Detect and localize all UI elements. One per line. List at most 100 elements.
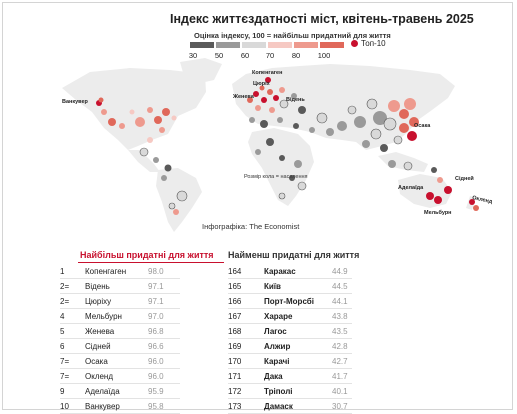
table-row: 7= Осака 96.0 (60, 354, 290, 369)
city-marker (153, 157, 159, 163)
table-row: 169 Алжир 42.8 (228, 339, 458, 354)
legend-tick: 50 (214, 51, 224, 60)
color-legend: 30 50 60 70 80 100 (189, 42, 344, 60)
legend-color-bar (190, 42, 344, 48)
city-marker (101, 109, 107, 115)
city-label-vancouver: Ванкувер (62, 99, 89, 105)
city-cell: Дамаск (264, 402, 293, 411)
row-divider (60, 338, 180, 339)
city-marker (108, 118, 116, 126)
world-map: Ванкувер Копенгаген Цюріх Женева Відень … (62, 58, 494, 232)
credit-line: Інфографіка: The Economist (202, 222, 300, 231)
score-cell: 97.1 (148, 282, 164, 291)
city-marker (434, 196, 442, 204)
worst-ranking-title: Найменш придатні для життя (228, 250, 360, 260)
city-cell: Дака (264, 372, 283, 381)
city-marker (289, 175, 295, 181)
city-marker (337, 121, 347, 131)
score-cell: 30.7 (332, 402, 348, 411)
city-label-vienna: Відень (286, 97, 305, 103)
city-label-geneva: Женева (232, 94, 255, 100)
row-divider (60, 278, 180, 279)
city-marker (162, 108, 170, 116)
city-cell: Лагос (264, 327, 287, 336)
africa-shape (248, 128, 314, 206)
infographic-frame (2, 2, 513, 410)
city-marker (173, 209, 179, 215)
city-marker (159, 127, 165, 133)
city-marker (431, 167, 437, 173)
row-divider (60, 293, 180, 294)
city-marker (273, 95, 279, 101)
rank-cell: 168 (228, 327, 242, 336)
city-marker (388, 160, 396, 168)
city-marker (393, 135, 403, 145)
city-marker (277, 117, 283, 123)
legend-swatch-5 (294, 42, 318, 48)
city-label-copenhagen: Копенгаген (252, 70, 282, 76)
city-marker (473, 205, 479, 211)
city-cell: Карачі (264, 357, 290, 366)
city-marker (171, 115, 177, 121)
score-cell: 95.8 (148, 402, 164, 411)
legend-swatch-6 (320, 42, 344, 48)
city-marker (261, 97, 267, 103)
score-cell: 96.0 (148, 372, 164, 381)
top10-legend: Топ-10 (351, 39, 386, 48)
city-marker (168, 202, 176, 210)
city-marker (259, 85, 265, 91)
city-cell: Окленд (85, 372, 114, 381)
central-america-shape (128, 150, 160, 172)
table-row: 2= Відень 97.1 (60, 279, 290, 294)
city-marker (98, 97, 104, 103)
city-cell: Женева (85, 327, 115, 336)
score-cell: 43.8 (332, 312, 348, 321)
city-marker (316, 112, 328, 124)
score-cell: 44.9 (332, 267, 348, 276)
table-row: 5 Женева 96.8 (60, 324, 290, 339)
city-marker (297, 181, 307, 191)
rank-cell: 169 (228, 342, 242, 351)
score-cell: 44.5 (332, 282, 348, 291)
city-marker (380, 144, 388, 152)
table-row: 172 Тріполі 40.1 (228, 384, 458, 399)
row-divider (228, 293, 352, 294)
city-cell: Ванкувер (85, 402, 120, 411)
score-cell: 43.5 (332, 327, 348, 336)
city-cell: Каракас (264, 267, 296, 276)
best-ranking-title: Найбільш придатні для життя (80, 250, 214, 260)
rank-cell: 171 (228, 372, 242, 381)
city-label-adelaide: Аделаїда (398, 185, 424, 191)
city-marker (370, 128, 382, 140)
city-marker (267, 89, 273, 95)
top10-dot-icon (351, 40, 358, 47)
row-divider (228, 368, 352, 369)
city-cell: Аделаїда (85, 387, 120, 396)
row-divider (228, 398, 352, 399)
table-row: 9 Аделаїда 95.9 (60, 384, 290, 399)
table-row: 165 Київ 44.5 (228, 279, 458, 294)
city-cell: Алжир (264, 342, 291, 351)
city-marker (154, 116, 162, 124)
city-marker (279, 155, 285, 161)
city-marker (437, 177, 443, 183)
city-label-auckland: Окленд (472, 195, 494, 205)
score-cell: 96.8 (148, 327, 164, 336)
city-cell: Відень (85, 282, 110, 291)
city-marker (265, 77, 271, 83)
table-row: 167 Хараре 43.8 (228, 309, 458, 324)
city-marker (176, 190, 188, 202)
city-label-melbourne: Мельбурн (424, 209, 452, 216)
rank-cell: 1 (60, 267, 65, 276)
row-divider (60, 368, 180, 369)
rank-cell: 173 (228, 402, 242, 411)
rank-cell: 2= (60, 297, 70, 306)
score-cell: 96.0 (148, 357, 164, 366)
city-cell: Копенгаген (85, 267, 127, 276)
city-marker (469, 199, 475, 205)
city-marker (347, 105, 357, 115)
city-marker (399, 123, 409, 133)
rank-cell: 2= (60, 282, 70, 291)
city-marker (294, 160, 302, 168)
city-marker (260, 120, 268, 128)
